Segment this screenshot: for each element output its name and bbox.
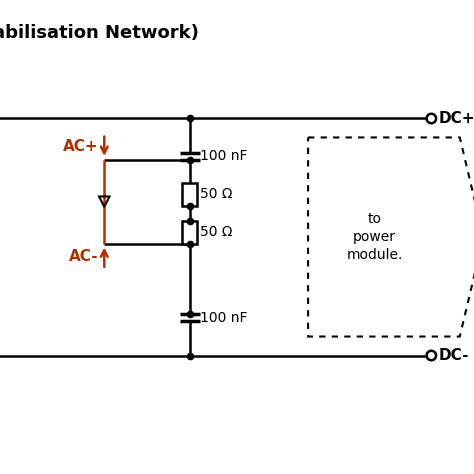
Text: 50 Ω: 50 Ω (200, 187, 233, 201)
Bar (182, 221, 197, 244)
Text: 100 nF: 100 nF (200, 149, 247, 164)
Text: AC-: AC- (69, 249, 99, 264)
Text: 50 Ω: 50 Ω (200, 225, 233, 239)
Bar (182, 183, 197, 206)
Text: to
power
module.: to power module. (346, 211, 402, 263)
Text: DC+: DC+ (438, 111, 474, 126)
Text: e Stabilisation Network): e Stabilisation Network) (0, 24, 199, 42)
Text: AC+: AC+ (63, 139, 99, 154)
Text: 100 nF: 100 nF (200, 310, 247, 325)
Text: DC-: DC- (438, 348, 469, 363)
